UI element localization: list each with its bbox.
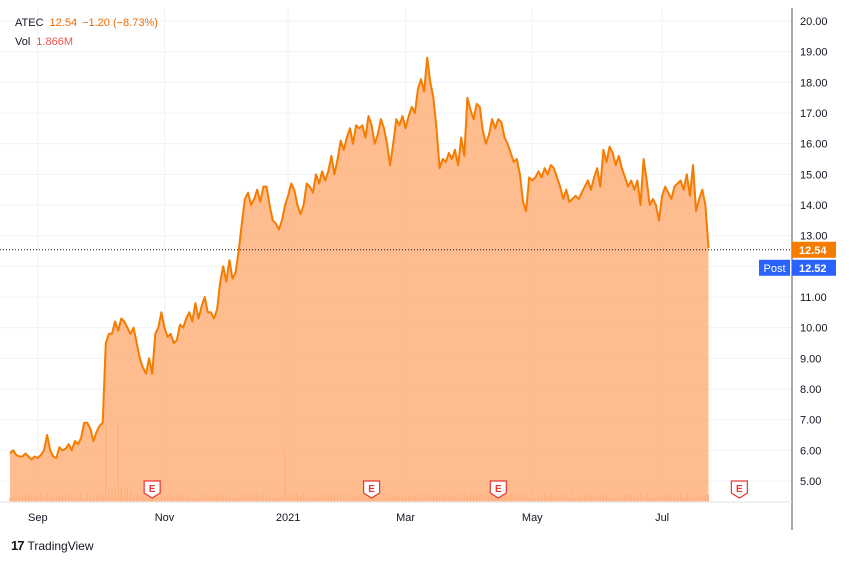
earnings-marker-icon[interactable]: E — [489, 480, 507, 499]
x-tick-label: Sep — [28, 512, 48, 524]
x-tick-label: 2021 — [276, 512, 300, 524]
volume-value: 1.866M — [36, 36, 73, 48]
x-tick-label: May — [522, 512, 543, 524]
y-tick-label: 6.00 — [800, 445, 821, 457]
brand-name: TradingView — [27, 538, 94, 553]
earnings-label: E — [736, 484, 743, 495]
earnings-badge — [362, 480, 381, 499]
y-tick-label: 10.00 — [800, 323, 828, 335]
post-tag-label: Post — [763, 263, 785, 275]
tradingview-logo-icon: 17 — [11, 538, 25, 553]
x-tick-label: Nov — [155, 512, 175, 524]
earnings-marker-icon[interactable]: E — [143, 480, 161, 499]
y-tick-label: 18.00 — [800, 77, 828, 89]
y-tick-label: 14.00 — [800, 200, 828, 212]
post-price-label: 12.52 — [799, 263, 827, 275]
volume-label: Vol — [15, 36, 31, 48]
price-line[interactable] — [9, 56, 710, 461]
tradingview-brand[interactable]: 17 TradingView — [11, 538, 94, 553]
y-tick-label: 15.00 — [800, 169, 828, 181]
last-price-label: 12.54 — [799, 245, 827, 257]
x-tick-label: Jul — [655, 512, 669, 524]
y-tick-label: 16.00 — [800, 139, 828, 151]
chart-legend: ATEC 12.54 −1.20 (−8.73%) Vol 1.866M — [15, 14, 163, 52]
earnings-label: E — [368, 484, 375, 495]
y-tick-label: 5.00 — [800, 476, 821, 488]
price-change: −1.20 (−8.73%) — [82, 17, 158, 29]
y-tick-label: 19.00 — [800, 47, 828, 59]
earnings-label: E — [149, 484, 156, 495]
earnings-marker-icon[interactable]: E — [730, 480, 748, 499]
y-tick-label: 11.00 — [800, 292, 827, 304]
post-tag-box — [759, 259, 790, 276]
earnings-badge — [489, 480, 507, 499]
symbol-name: ATEC — [15, 17, 44, 29]
legend-volume-row: Vol 1.866M — [15, 33, 163, 52]
y-tick-label: 17.00 — [800, 108, 828, 120]
last-price: 12.54 — [49, 17, 78, 29]
y-tick-label: 20.00 — [800, 16, 828, 28]
earnings-badge — [143, 480, 161, 499]
earnings-badge — [730, 480, 748, 499]
earnings-label: E — [495, 484, 502, 495]
y-tick-label: 8.00 — [800, 384, 821, 396]
post-price-tag — [792, 259, 836, 276]
legend-price-row: ATEC 12.54 −1.20 (−8.73%) — [15, 14, 163, 33]
last-price-tag — [792, 241, 836, 258]
earnings-marker-icon[interactable]: E — [362, 480, 381, 499]
x-tick-label: Mar — [396, 512, 415, 524]
y-tick-label: 13.00 — [800, 231, 828, 243]
y-tick-label: 9.00 — [800, 353, 821, 365]
y-tick-label: 7.00 — [800, 415, 821, 427]
price-area — [10, 57, 709, 503]
